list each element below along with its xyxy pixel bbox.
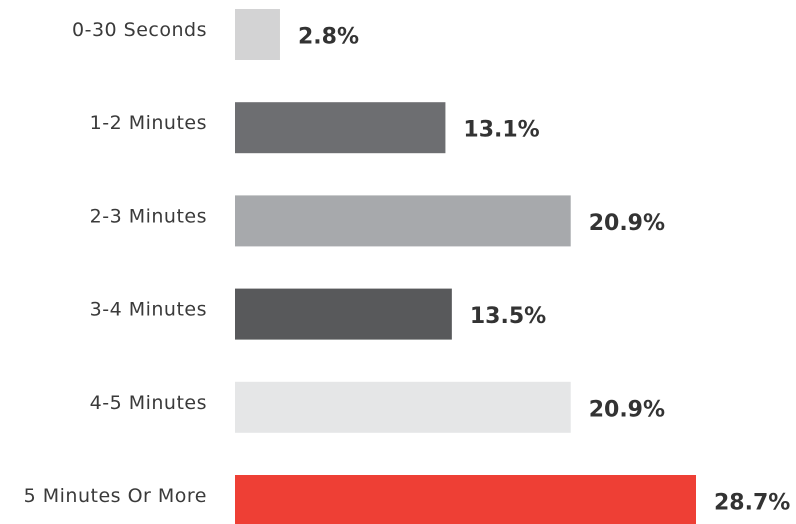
value-label: 20.9%: [589, 397, 665, 422]
value-label: 28.7%: [714, 491, 790, 516]
category-label: 0-30 Seconds: [72, 19, 207, 41]
value-label: 2.8%: [298, 25, 359, 50]
bar: [235, 9, 280, 60]
bar: [235, 381, 571, 433]
category-label: 2-3 Minutes: [90, 205, 207, 227]
bar: [235, 195, 571, 247]
category-label: 1-2 Minutes: [90, 112, 207, 134]
value-label: 13.1%: [463, 118, 539, 143]
bar: [235, 288, 452, 340]
bar: [235, 102, 446, 154]
category-label: 4-5 Minutes: [90, 392, 207, 414]
bar: [235, 475, 696, 524]
value-label: 20.9%: [589, 211, 665, 236]
category-label: 5 Minutes Or More: [24, 485, 207, 507]
value-label: 13.5%: [470, 304, 546, 329]
category-label: 3-4 Minutes: [90, 299, 207, 321]
